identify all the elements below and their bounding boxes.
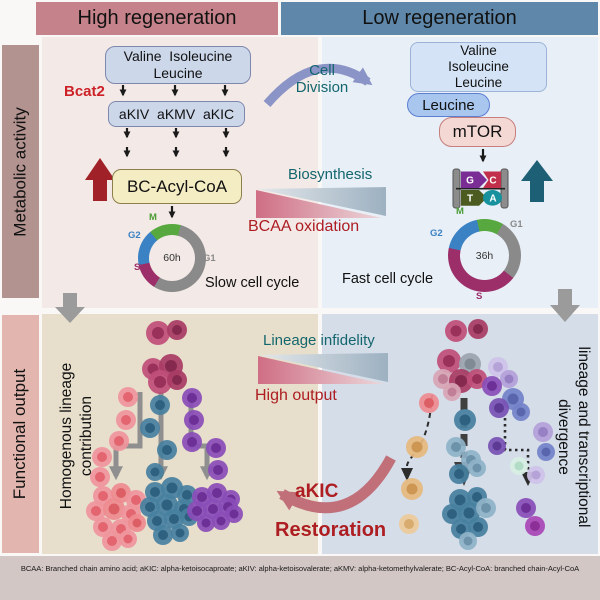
abbreviation-caption-bar: BCAA: Branched chain amino acid; aKIC: a…	[0, 556, 600, 600]
sidebar-metabolic-label: Metabolic activity	[10, 106, 30, 237]
bcaa-oxidation-label: BCAA oxidation	[248, 218, 360, 235]
cycle-label-s-right: S	[476, 291, 483, 302]
cycle-label-s-left: S	[134, 262, 141, 273]
sidebar-functional-output: Functional output	[2, 315, 39, 553]
cell-cycle-donut-slow: 60h	[138, 224, 206, 292]
header-high-regeneration: High regeneration	[36, 2, 278, 35]
cycle-label-g2-left: G2	[128, 230, 141, 241]
fast-cell-cycle-label: Fast cell cycle	[342, 271, 434, 287]
cycle-label-m-left: M	[149, 212, 157, 223]
cycle-hours-fast: 36h	[460, 231, 509, 280]
cycle-label-g1-left: G1	[203, 253, 216, 264]
abbreviation-caption: BCAA: Branched chain amino acid; aKIC: a…	[20, 564, 580, 573]
restoration-label: Restoration	[275, 519, 387, 541]
homogenous-lineage-label-wrap: Homogenous lineage contribution	[50, 330, 104, 542]
divergence-label-wrap: lineage and transcriptional divergence	[548, 328, 598, 546]
leucine-pill: Leucine	[407, 93, 490, 117]
sidebar-metabolic-activity: Metabolic activity	[2, 45, 39, 298]
high-output-label: High output	[255, 387, 337, 404]
bcat2-label: Bcat2	[64, 83, 105, 100]
homogenous-lineage-label: Homogenous lineage contribution	[57, 362, 95, 510]
cycle-label-g2-right: G2	[430, 228, 443, 239]
biosynthesis-label: Biosynthesis	[288, 166, 373, 183]
header-low-regeneration: Low regeneration	[281, 2, 598, 35]
bcaa-box-right: Valine Isoleucine Leucine	[410, 42, 547, 92]
akic-label: aKIC	[295, 481, 339, 502]
slow-cell-cycle-label: Slow cell cycle	[205, 275, 300, 291]
header-high-label: High regeneration	[77, 7, 237, 29]
divergence-label: lineage and transcriptional divergence	[555, 346, 593, 528]
lineage-infidelity-label: Lineage infidelity	[263, 332, 375, 349]
header-low-label: Low regeneration	[362, 7, 517, 29]
cycle-label-m-right: M	[456, 206, 464, 217]
ketoacid-box: aKIV aKMV aKIC	[108, 101, 245, 127]
bc-acyl-coa-box: BC-Acyl-CoA	[112, 169, 242, 204]
sidebar-functional-label: Functional output	[10, 368, 30, 500]
cycle-label-g1-right: G1	[510, 219, 523, 230]
cycle-hours-slow: 60h	[149, 235, 195, 281]
cell-division-label: Cell Division	[295, 62, 349, 97]
bcaa-box-left: Valine Isoleucine Leucine	[105, 46, 251, 84]
mtor-pill: mTOR	[439, 117, 516, 147]
cell-cycle-donut-fast: 36h	[448, 219, 521, 292]
